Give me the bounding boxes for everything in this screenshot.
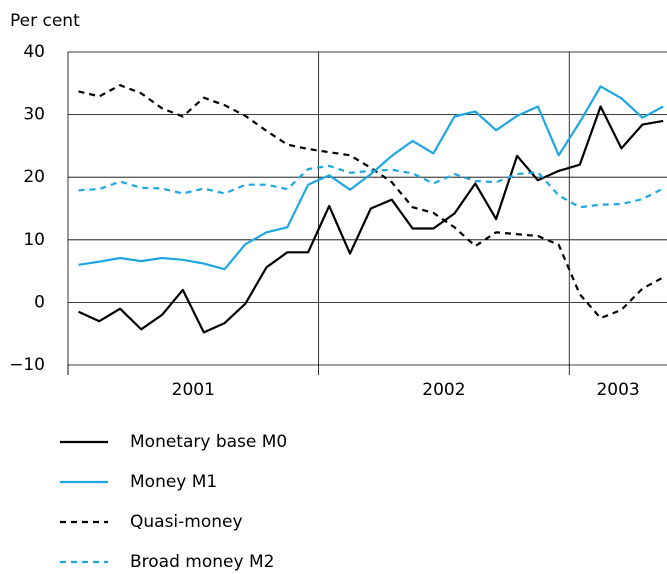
y-axis-label: Per cent [10,11,80,31]
y-tick-label: 40 [23,42,45,62]
y-tick-label: −10 [9,355,45,375]
y-tick-label: 0 [34,292,45,312]
legend-label: Quasi-money [130,512,243,532]
legend-label: Broad money M2 [130,552,274,572]
y-tick-label: 30 [23,105,45,125]
series-line [78,105,664,334]
x-tick-label: 2003 [596,380,639,400]
y-tick-label: 20 [23,167,45,187]
legend-label: Monetary base M0 [130,432,287,452]
y-tick-label: 10 [23,230,45,250]
series-line [78,84,664,320]
legend-label: Money M1 [130,472,217,492]
x-tick-label: 2002 [422,380,465,400]
x-tick-label: 2001 [172,380,215,400]
series-line [78,164,664,209]
series-line [78,85,664,271]
